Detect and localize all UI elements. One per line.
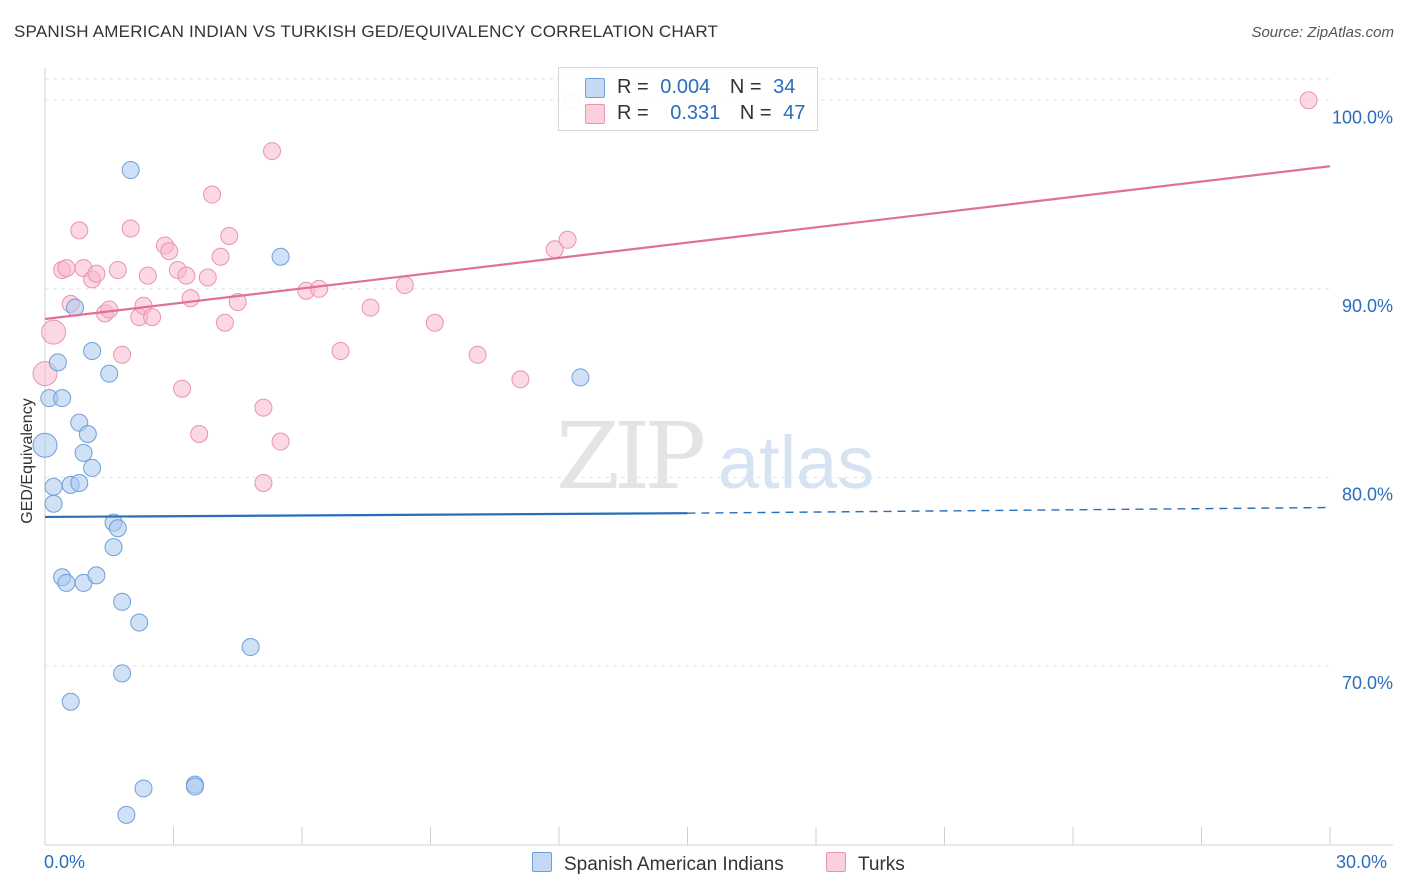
- turks-point-32: [263, 142, 282, 161]
- turks-point-37: [331, 342, 350, 361]
- turks-point-19: [160, 242, 179, 261]
- legend-swatch-blue: [585, 78, 605, 98]
- y-tick-label-90: 90.0%: [1342, 296, 1393, 316]
- legend-r-label-blue: R =: [617, 76, 649, 98]
- turks-point-38: [361, 298, 380, 317]
- chart-source: Source: ZipAtlas.com: [1251, 24, 1394, 41]
- turks-point-30: [228, 293, 247, 312]
- turks-point-24: [190, 424, 209, 443]
- spanish-american-indians-point-22: [108, 519, 127, 538]
- spanish-american-indians-point-4: [48, 353, 67, 372]
- turks-point-29: [220, 227, 239, 246]
- spanish-american-indians-point-24: [113, 592, 132, 611]
- legend-n-value-pink: 47: [783, 102, 806, 124]
- spanish-american-indians-point-14: [74, 443, 93, 462]
- legend-swatch-pink: [585, 104, 605, 124]
- legend-text-pink: R = 0.331 N = 47: [617, 102, 805, 125]
- turks-point-8: [87, 264, 106, 283]
- y-tick-label-70: 70.0%: [1342, 673, 1393, 693]
- bottom-legend-label-blue: Spanish American Indians: [564, 854, 784, 875]
- turks-point-22: [177, 266, 196, 285]
- spanish-american-indians-point-32: [271, 247, 290, 266]
- trendline-spanish-american-indians: [44, 512, 688, 519]
- spanish-american-indians-point-16: [83, 342, 102, 361]
- turks-point-3: [57, 259, 76, 278]
- legend-r-label-pink: R =: [617, 102, 649, 124]
- spanish-american-indians-point-7: [57, 573, 76, 592]
- spanish-american-indians-point-26: [121, 161, 140, 180]
- bottom-legend-swatch-blue: [532, 852, 552, 872]
- legend-r-value-blue: 0.004: [660, 76, 711, 98]
- spanish-american-indians-point-17: [83, 458, 102, 477]
- spanish-american-indians-point-2: [44, 494, 63, 513]
- y-tick-label-80: 80.0%: [1342, 484, 1393, 504]
- spanish-american-indians-point-27: [130, 613, 149, 632]
- turks-point-11: [108, 260, 127, 279]
- turks-point-25: [198, 268, 217, 287]
- turks-point-28: [215, 313, 234, 332]
- trendline-turks: [44, 165, 1331, 321]
- trendline-spanish-american-indians-extension: [687, 506, 1331, 514]
- spanish-american-indians-point-9: [61, 692, 80, 711]
- turks-point-39: [395, 276, 414, 295]
- spanish-american-indians-point-18: [87, 566, 106, 585]
- legend-text-blue: R = 0.004 N = 34: [617, 76, 795, 99]
- turks-point-1: [41, 319, 67, 345]
- legend-r-value-pink: 0.331: [670, 102, 721, 124]
- turks-points: [32, 91, 1318, 493]
- turks-point-41: [468, 345, 487, 364]
- spanish-american-indians-point-0: [32, 432, 58, 458]
- turks-point-27: [211, 247, 230, 266]
- bottom-legend-turks: Turks: [826, 852, 905, 876]
- spanish-american-indians-point-30: [185, 777, 204, 796]
- y-tick-labels: 70.0% 80.0% 90.0% 100.0%: [1332, 107, 1393, 693]
- spanish-american-indians-point-23: [113, 664, 132, 683]
- bottom-legend-swatch-pink: [826, 852, 846, 872]
- turks-point-34: [254, 474, 273, 493]
- spanish-american-indians-point-25: [117, 805, 136, 824]
- turks-point-26: [203, 185, 222, 204]
- x-tick-label-max: 30.0%: [1336, 852, 1388, 872]
- turks-point-36: [310, 279, 329, 298]
- gridlines: [45, 78, 1330, 667]
- spanish-american-indians-point-31: [241, 638, 260, 657]
- legend-n-value-blue: 34: [773, 76, 796, 98]
- legend-n-label-pink: N =: [739, 102, 772, 124]
- chart-title: SPANISH AMERICAN INDIAN VS TURKISH GED/E…: [14, 22, 719, 41]
- turks-point-31: [254, 398, 273, 417]
- spanish-american-indians-point-3: [44, 477, 63, 496]
- turks-point-33: [271, 432, 290, 451]
- turks-point-5: [70, 221, 89, 240]
- watermark-zip: ZIP: [556, 403, 703, 510]
- bottom-legend-label-pink: Turks: [858, 854, 905, 875]
- watermark: ZIP atlas: [556, 403, 874, 510]
- turks-point-12: [113, 345, 132, 364]
- turks-point-40: [425, 313, 444, 332]
- turks-point-23: [181, 289, 200, 308]
- y-tick-label-100: 100.0%: [1332, 107, 1393, 127]
- turks-point-17: [143, 308, 162, 327]
- spanish-american-indians-point-21: [104, 538, 123, 557]
- spanish-american-indians-point-12: [70, 474, 89, 493]
- turks-point-13: [121, 219, 140, 238]
- turks-point-46: [1299, 91, 1318, 110]
- watermark-atlas: atlas: [718, 421, 874, 504]
- legend-n-label-blue: N =: [729, 76, 762, 98]
- correlation-legend: R = 0.004 N = 34 R = 0.331 N = 47: [558, 67, 818, 131]
- turks-point-44: [558, 230, 577, 249]
- x-tick-label-min: 0.0%: [44, 852, 86, 872]
- trendlines: [44, 165, 1331, 519]
- spanish-american-indians-point-5: [53, 389, 72, 408]
- spanish-american-indians-point-33: [571, 368, 590, 387]
- spanish-american-indians-point-28: [134, 779, 153, 798]
- turks-point-21: [173, 379, 192, 398]
- spanish-american-indians-point-19: [100, 364, 119, 383]
- spanish-american-indians-points: [32, 161, 590, 824]
- turks-point-16: [138, 266, 157, 285]
- bottom-legend-spanish-american-indians: Spanish American Indians: [532, 852, 784, 876]
- turks-point-42: [511, 370, 530, 389]
- spanish-american-indians-point-15: [78, 424, 97, 443]
